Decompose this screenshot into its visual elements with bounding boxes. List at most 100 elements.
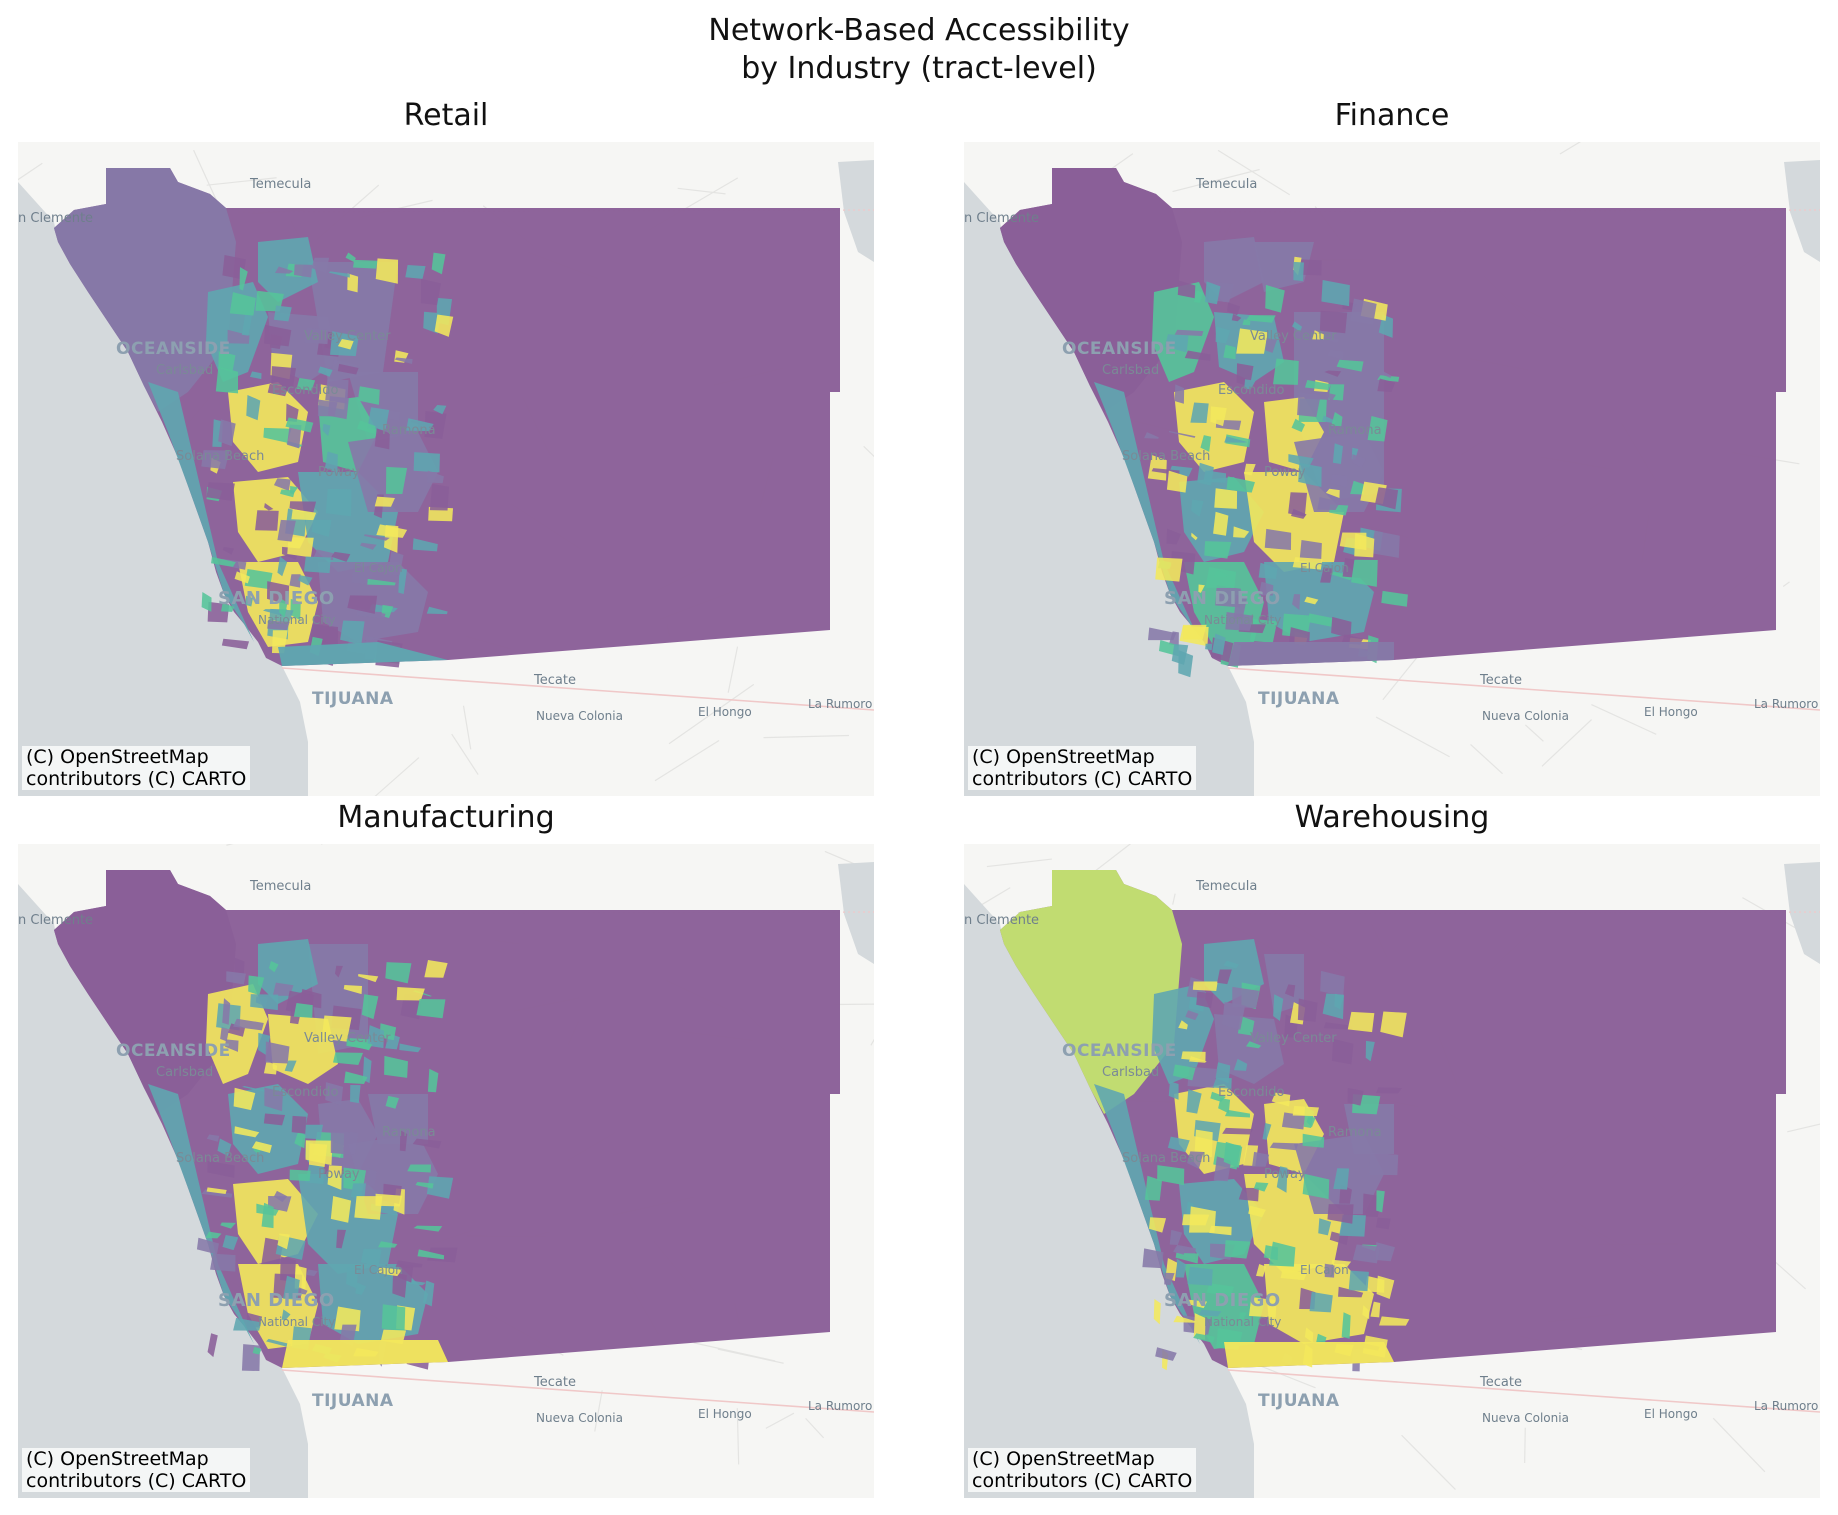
small-tract — [1191, 532, 1198, 541]
small-tract — [201, 450, 230, 470]
small-tract — [1382, 370, 1392, 378]
small-tract — [1320, 970, 1345, 996]
small-tract — [218, 419, 236, 447]
small-tract — [1379, 1316, 1410, 1326]
small-tract — [1224, 436, 1248, 443]
small-tract — [206, 1187, 227, 1194]
small-tract — [1376, 1087, 1403, 1094]
small-tract — [245, 595, 253, 607]
place-label-tecate: Tecate — [1479, 673, 1522, 688]
small-tract — [268, 961, 279, 973]
place-label-poway: Poway — [318, 465, 360, 480]
place-label-ramona: Ramona — [1328, 1125, 1382, 1140]
small-tract — [337, 339, 354, 350]
international-border — [281, 1369, 874, 1413]
small-tract — [1204, 541, 1232, 559]
place-label-carlsbad: Carlsbad — [156, 1065, 213, 1080]
small-tract — [267, 383, 289, 397]
small-tract — [1155, 557, 1183, 582]
urban-tract — [1214, 1014, 1284, 1084]
small-tract — [360, 1248, 382, 1268]
small-tract — [1213, 511, 1229, 536]
place-label-oceanside: OCEANSIDE — [1062, 339, 1177, 359]
place-label-nueva-colonia: Nueva Colonia — [1482, 709, 1569, 723]
attribution-line-2: contributors (C) CARTO — [972, 768, 1193, 790]
small-tract — [1292, 594, 1301, 611]
small-tract — [427, 470, 444, 484]
small-tract — [1174, 329, 1204, 337]
map-attribution: (C) OpenStreetMap contributors (C) CARTO — [22, 746, 251, 790]
small-tract — [196, 1237, 219, 1255]
small-tract — [275, 266, 294, 274]
place-label-san-clemente: n Clemente — [964, 913, 1039, 928]
place-label-la-rumorosa: La Rumoro — [808, 697, 872, 711]
small-tract — [305, 1164, 324, 1185]
small-tract — [1321, 415, 1336, 424]
north-tract — [1000, 870, 1182, 1114]
small-tract — [1192, 981, 1218, 992]
coastal-tracts — [1094, 382, 1200, 642]
small-tract — [1223, 960, 1239, 969]
small-tract — [1144, 1175, 1162, 1201]
lake-area — [838, 160, 874, 262]
small-tract — [1319, 310, 1348, 334]
small-tract — [355, 1282, 367, 1295]
small-tract — [264, 1087, 283, 1112]
small-tract — [1176, 1258, 1187, 1278]
small-tract — [1210, 406, 1227, 427]
small-tract — [385, 962, 412, 984]
small-tract — [1302, 1173, 1330, 1199]
place-label-solana-beach: Solana Beach — [176, 449, 264, 464]
map-attribution: (C) OpenStreetMap contributors (C) CARTO — [22, 1448, 251, 1492]
small-tract — [222, 998, 231, 1025]
small-tract — [398, 568, 408, 595]
panel-title: Manufacturing — [337, 800, 555, 835]
small-tract — [241, 310, 253, 336]
small-tract — [222, 1235, 239, 1251]
small-tract — [1298, 462, 1322, 487]
road-line — [717, 1348, 784, 1364]
small-tract — [347, 595, 378, 614]
place-label-valley-center: Valley Center — [304, 329, 391, 344]
place-label-la-rumorosa: La Rumoro — [1754, 697, 1818, 711]
small-tract — [1164, 1272, 1175, 1286]
small-tract — [287, 424, 302, 449]
small-tract — [1239, 1312, 1247, 1320]
place-label-national-city: National City — [1204, 613, 1281, 627]
small-tract — [345, 252, 356, 263]
small-tract — [384, 1055, 408, 1078]
small-tract — [252, 1346, 262, 1355]
place-label-san-diego: SAN DIEGO — [1164, 588, 1281, 609]
road-line — [374, 757, 420, 796]
small-tract — [1263, 1245, 1279, 1261]
small-tract — [311, 519, 332, 537]
small-tract — [1185, 1299, 1208, 1309]
place-label-tecate: Tecate — [1479, 1375, 1522, 1390]
small-tract — [226, 971, 246, 985]
small-tract — [220, 1026, 230, 1042]
small-tract — [378, 1241, 398, 1248]
small-tract — [250, 994, 279, 1011]
small-tract — [1331, 411, 1343, 427]
place-label-tijuana: TIJUANA — [1258, 689, 1340, 709]
attribution-line-2: contributors (C) CARTO — [972, 1470, 1193, 1492]
small-tract — [234, 571, 250, 584]
small-tract — [308, 1143, 328, 1167]
place-label-nueva-colonia: Nueva Colonia — [536, 1411, 623, 1425]
road-line — [1382, 650, 1423, 701]
small-tract — [304, 327, 329, 345]
small-tract — [360, 542, 377, 550]
small-tract — [294, 264, 313, 278]
small-tract — [412, 538, 438, 552]
small-tract — [1175, 1253, 1199, 1264]
attribution-line-1: (C) OpenStreetMap — [972, 1448, 1155, 1470]
small-tract — [1312, 330, 1324, 340]
small-tract — [324, 451, 338, 474]
small-tract — [1155, 1347, 1177, 1361]
small-tract — [377, 1267, 403, 1277]
small-tract — [1323, 1022, 1353, 1030]
small-tract — [413, 452, 440, 473]
small-tract — [1320, 567, 1333, 583]
small-tract — [354, 1196, 383, 1220]
road-line — [1712, 1417, 1766, 1473]
